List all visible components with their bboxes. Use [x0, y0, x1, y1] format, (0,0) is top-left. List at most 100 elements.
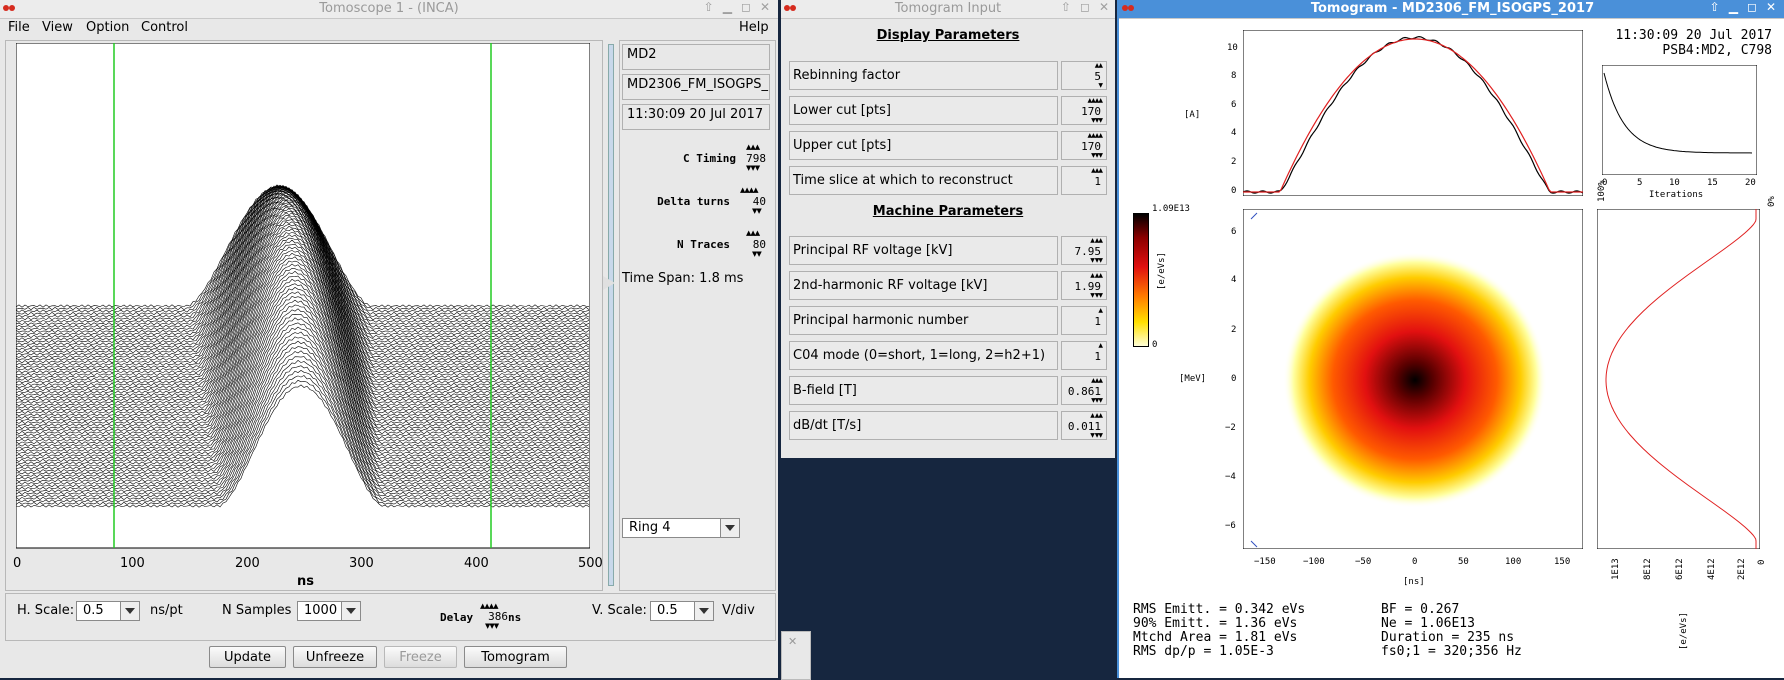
- tomogram-titlebar[interactable]: Tomogram - MD2306_FM_ISOGPS_2017 ⇧ ▁ ◻ ✕: [1119, 0, 1784, 19]
- decrement-arrows-icon[interactable]: ▼▼▼: [1091, 152, 1103, 159]
- decrement-arrows-icon[interactable]: ▼: [1098, 82, 1103, 89]
- chevron-down-icon[interactable]: [694, 602, 713, 620]
- pin-icon[interactable]: ⇧: [1060, 0, 1071, 14]
- scale-controls-panel: [5, 593, 776, 641]
- close-icon[interactable]: ✕: [788, 635, 798, 648]
- lower-cut-spinner[interactable]: ▲▲▲▲ 170 ▼▼▼: [1061, 96, 1107, 125]
- increment-arrows-icon[interactable]: ▲▲▲: [1091, 167, 1103, 174]
- increment-arrows-icon[interactable]: ▲▲▲▲: [1087, 132, 1104, 139]
- param-value[interactable]: 5: [1094, 70, 1101, 83]
- time-slice-spinner[interactable]: ▲▲▲ 1: [1061, 166, 1107, 195]
- increment-arrows-icon[interactable]: ▲▲▲: [746, 143, 760, 151]
- y-tick: −2: [1225, 423, 1236, 433]
- harmonic-spinner[interactable]: ▲ 1: [1061, 306, 1107, 335]
- h2-voltage-spinner[interactable]: ▲ ▲▲ 1.99 ▼ ▼▼: [1061, 271, 1107, 300]
- delay-slider[interactable]: [603, 44, 615, 589]
- upper-cut-spinner[interactable]: ▲▲▲▲ 170 ▼▼▼: [1061, 131, 1107, 160]
- scope-info-panel: [619, 40, 776, 591]
- increment-arrows-icon[interactable]: ▲▲▲▲: [480, 602, 499, 610]
- minimize-icon[interactable]: ▁: [1728, 0, 1738, 14]
- decrement-arrows-icon[interactable]: ▼▼▼: [485, 622, 499, 630]
- increment-arrows-icon[interactable]: ▲: [1098, 307, 1103, 314]
- rebinning-spinner[interactable]: ▲▲ 5 ▼: [1061, 61, 1107, 90]
- db-dt-spinner[interactable]: ▲ ▲▲ 0.011 ▼ ▼▼: [1061, 411, 1107, 440]
- increment-arrows-icon[interactable]: ▲ ▲▲: [1090, 272, 1103, 279]
- colorbar-min: 0: [1152, 340, 1158, 350]
- ring-select[interactable]: Ring 4: [622, 518, 740, 538]
- menu-help[interactable]: Help: [739, 20, 769, 35]
- maximize-icon[interactable]: ◻: [1746, 0, 1757, 14]
- ring-select-value: Ring 4: [629, 520, 671, 535]
- x-tick: 0: [1602, 178, 1608, 188]
- menu-option[interactable]: Option: [86, 20, 130, 35]
- pin-icon[interactable]: ⇧: [703, 0, 714, 14]
- increment-arrows-icon[interactable]: ▲▲▲: [746, 229, 760, 237]
- param-value[interactable]: 0.861: [1067, 385, 1101, 398]
- increment-arrows-icon[interactable]: ▲▲▲: [1091, 377, 1103, 384]
- increment-arrows-icon[interactable]: ▲▲▲▲: [740, 186, 759, 194]
- decrement-arrows-icon[interactable]: ▼ ▼▼: [1090, 432, 1103, 439]
- param-value[interactable]: 1: [1094, 175, 1101, 188]
- maximize-icon[interactable]: ◻: [1079, 0, 1090, 14]
- trace-line: [16, 203, 590, 381]
- trace-line: [16, 278, 590, 450]
- decrement-arrows-icon[interactable]: ▼ ▼▼: [1090, 292, 1103, 299]
- input-titlebar[interactable]: Tomogram Input ⇧ ◻ ✕: [781, 0, 1115, 19]
- c04-mode-spinner[interactable]: ▲ 1: [1061, 341, 1107, 370]
- chevron-down-icon[interactable]: [720, 519, 739, 537]
- increment-arrows-icon[interactable]: ▲ ▲▲: [1090, 412, 1103, 419]
- app-logo-icon: [784, 3, 798, 13]
- x-tick: 100: [120, 556, 145, 571]
- decrement-arrows-icon[interactable]: ▼ ▼▼: [1090, 257, 1103, 264]
- slider-handle[interactable]: [603, 276, 615, 290]
- c-timing-value[interactable]: 798: [746, 152, 766, 165]
- menu-view[interactable]: View: [42, 20, 73, 35]
- maximize-icon[interactable]: ◻: [740, 0, 751, 14]
- rf-voltage-spinner[interactable]: ▲ ▲▲ 7.95 ▼ ▼▼: [1061, 236, 1107, 265]
- close-icon[interactable]: ✕: [1765, 0, 1776, 14]
- b-field-spinner[interactable]: ▲▲▲ 0.861 ▼▼▼: [1061, 376, 1107, 405]
- decrement-arrows-icon[interactable]: ▼▼▼: [1091, 397, 1103, 404]
- trace-line: [16, 210, 590, 392]
- nsamples-select[interactable]: 1000: [297, 601, 361, 621]
- increment-arrows-icon[interactable]: ▲▲▲▲: [1087, 97, 1104, 104]
- param-value[interactable]: 7.95: [1074, 245, 1102, 258]
- chevron-down-icon[interactable]: [120, 602, 139, 620]
- unfreeze-button[interactable]: Unfreeze: [293, 646, 377, 668]
- param-value[interactable]: 170: [1081, 140, 1101, 153]
- param-value[interactable]: 1.99: [1074, 280, 1102, 293]
- x-tick: 0: [13, 556, 22, 571]
- update-button[interactable]: Update: [209, 646, 286, 668]
- chevron-down-icon[interactable]: [341, 602, 360, 620]
- decrement-arrows-icon[interactable]: ▼▼▼: [1091, 117, 1103, 124]
- increment-arrows-icon[interactable]: ▲▲: [1094, 62, 1103, 69]
- menu-file[interactable]: File: [8, 20, 30, 35]
- tomogram-button[interactable]: Tomogram: [464, 646, 567, 668]
- close-icon[interactable]: ✕: [1098, 0, 1109, 14]
- hscale-unit: ns/pt: [150, 603, 183, 618]
- increment-arrows-icon[interactable]: ▲ ▲▲: [1090, 237, 1103, 244]
- pin-icon[interactable]: ⇧: [1709, 0, 1720, 14]
- increment-arrows-icon[interactable]: ▲: [1098, 342, 1103, 349]
- decrement-arrows-icon[interactable]: ▼▼: [752, 207, 762, 215]
- decrement-arrows-icon[interactable]: ▼▼: [752, 250, 762, 258]
- trace-line: [16, 295, 590, 460]
- param-value[interactable]: 1: [1094, 315, 1101, 328]
- trace-line: [16, 237, 590, 419]
- tomoscope-titlebar[interactable]: Tomoscope 1 - (INCA) ⇧ ▁ ◻ ✕: [0, 0, 778, 19]
- decrement-arrows-icon[interactable]: ▼▼▼: [746, 164, 760, 172]
- param-value[interactable]: 170: [1081, 105, 1101, 118]
- param-value[interactable]: 1: [1094, 350, 1101, 363]
- minimize-icon[interactable]: ▁: [722, 0, 732, 14]
- background-window[interactable]: ✕: [781, 631, 811, 680]
- close-icon[interactable]: ✕: [759, 0, 770, 14]
- delay-value[interactable]: 386: [488, 610, 508, 623]
- trace-line: [16, 208, 590, 389]
- hscale-select[interactable]: 0.5: [76, 601, 140, 621]
- param-value[interactable]: 0.011: [1067, 420, 1101, 433]
- vscale-select[interactable]: 0.5: [650, 601, 714, 621]
- n-traces-value[interactable]: 80: [752, 238, 766, 251]
- delta-turns-value[interactable]: 40: [752, 195, 766, 208]
- trace-line: [16, 223, 590, 407]
- menu-control[interactable]: Control: [141, 20, 188, 35]
